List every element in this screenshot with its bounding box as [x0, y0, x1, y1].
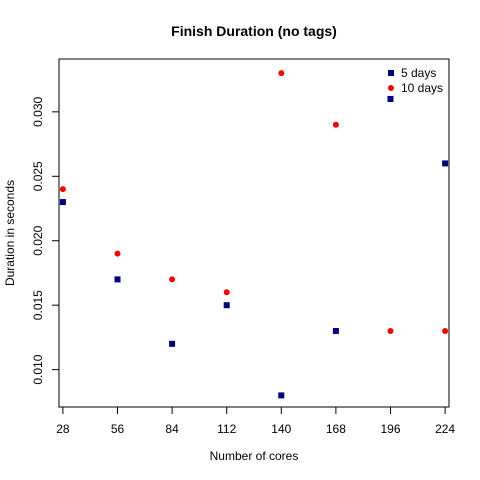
data-point-5-days [114, 276, 121, 283]
data-point-10-days [169, 276, 176, 283]
x-tick-label: 28 [56, 422, 70, 436]
data-point-10-days [223, 289, 230, 296]
legend-marker [388, 70, 394, 76]
chart-title: Finish Duration (no tags) [171, 23, 337, 39]
y-tick-label: 0.020 [31, 225, 45, 255]
x-tick-label: 140 [271, 422, 291, 436]
x-tick-label: 56 [111, 422, 125, 436]
x-tick-label: 84 [165, 422, 179, 436]
data-point-10-days [387, 327, 394, 334]
data-point-10-days [332, 121, 339, 128]
y-tick-label: 0.015 [31, 290, 45, 320]
data-point-5-days [387, 95, 394, 102]
data-point-10-days [59, 186, 66, 193]
data-points [59, 70, 449, 399]
x-axis-label: Number of cores [210, 449, 299, 463]
x-tick-label: 196 [380, 422, 400, 436]
legend-label: 5 days [401, 66, 436, 80]
data-point-10-days [442, 327, 449, 334]
legend-marker [388, 85, 394, 91]
x-axis: 28 56 84 112 140 168 196 224 [56, 407, 455, 436]
data-point-5-days [332, 327, 339, 334]
x-tick-label: 224 [435, 422, 455, 436]
x-tick-label: 112 [217, 422, 236, 436]
data-point-5-days [59, 199, 66, 206]
data-point-5-days [223, 302, 230, 309]
y-tick-label: 0.030 [31, 97, 45, 127]
data-point-5-days [169, 340, 176, 347]
data-point-10-days [114, 250, 121, 257]
legend-label: 10 days [401, 81, 443, 95]
x-tick-label: 168 [326, 422, 346, 436]
y-tick-label: 0.010 [31, 354, 45, 384]
y-axis: 0.010 0.015 0.020 0.025 0.030 [31, 97, 59, 385]
y-tick-label: 0.025 [31, 161, 45, 191]
data-point-10-days [278, 70, 285, 77]
data-point-5-days [278, 392, 285, 399]
plot-frame [58, 58, 450, 408]
y-axis-label: Duration in seconds [3, 180, 17, 286]
data-point-5-days [442, 160, 449, 167]
